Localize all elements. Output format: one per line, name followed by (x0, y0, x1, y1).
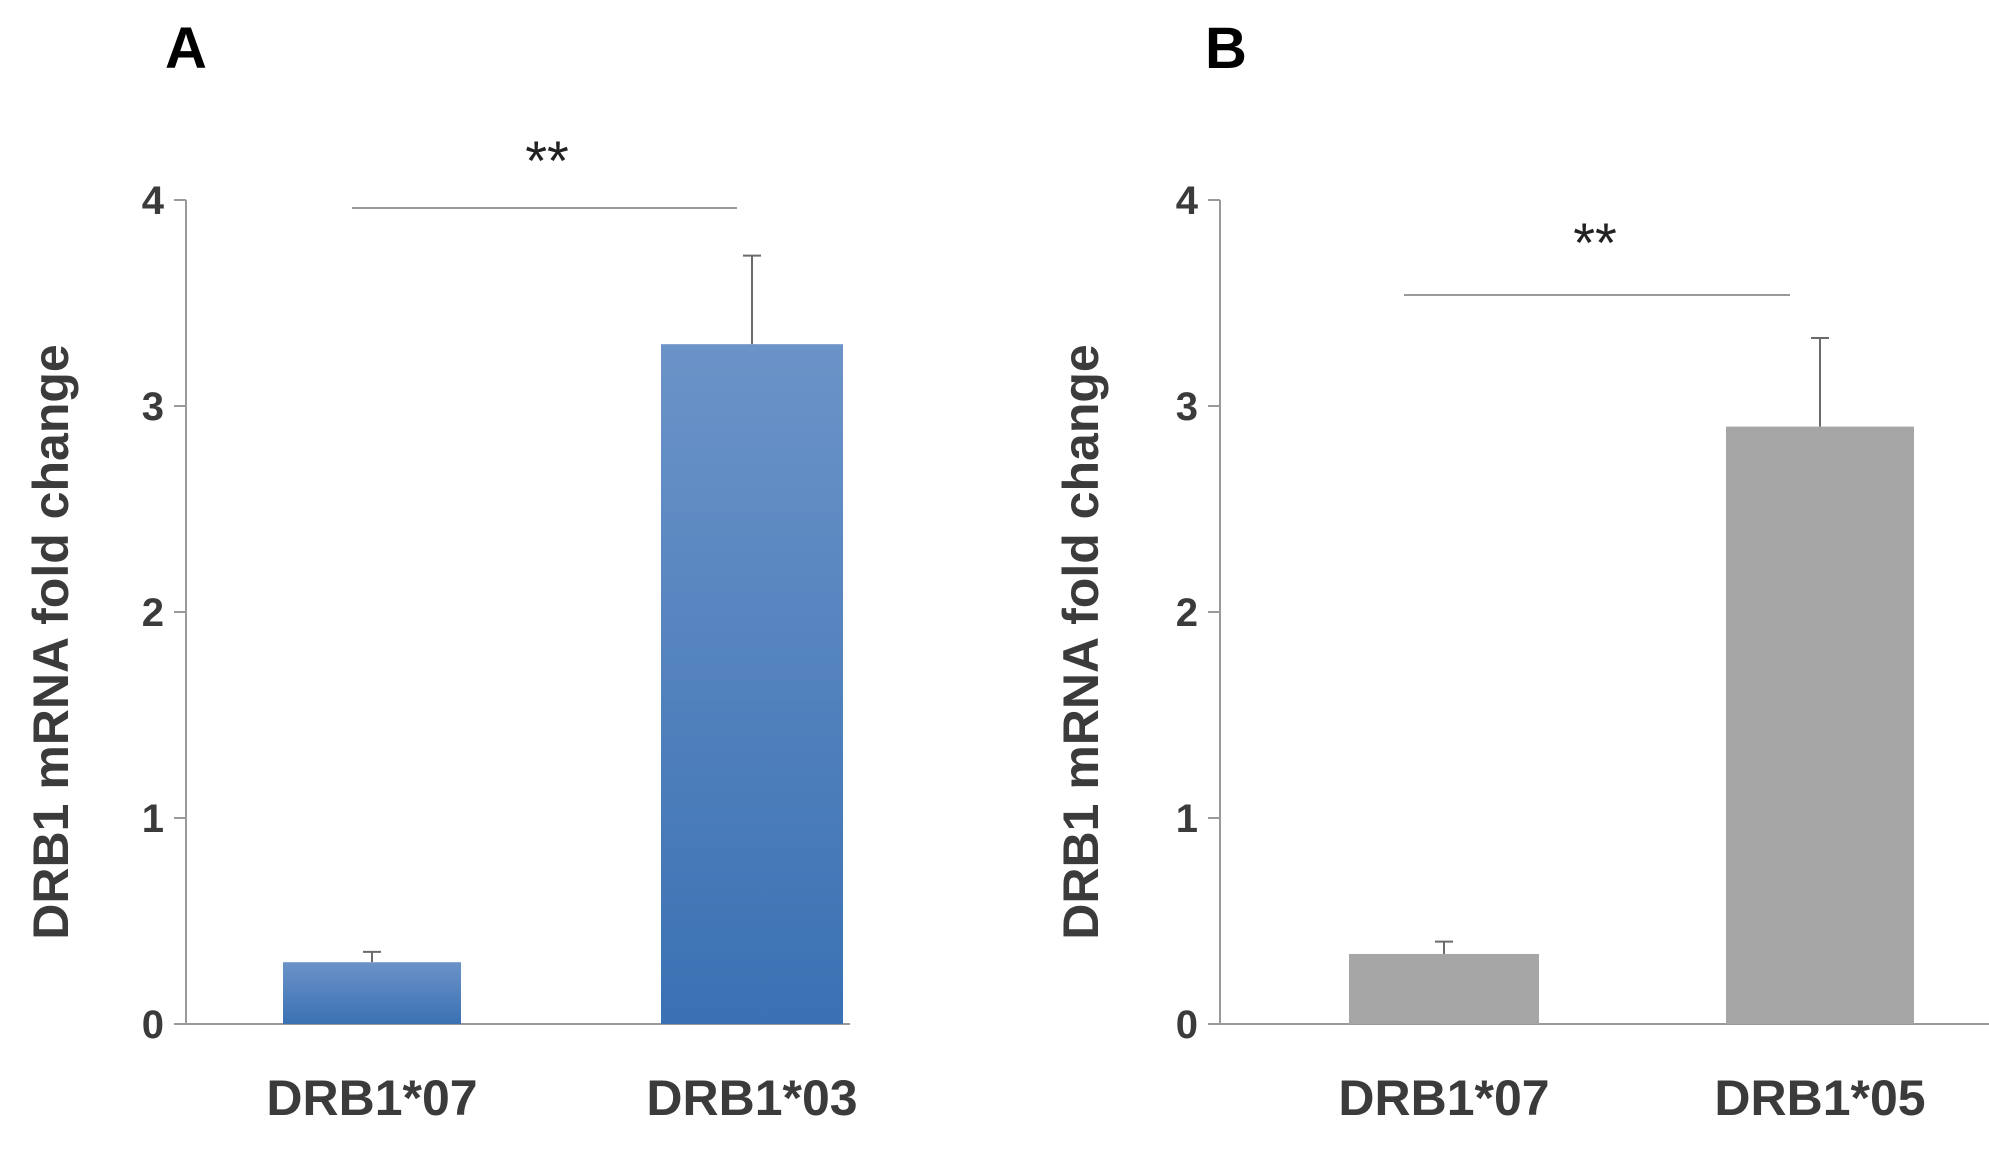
y-tick-label: 3 (142, 385, 164, 429)
significance-stars: ** (1573, 211, 1617, 274)
significance-stars: ** (525, 129, 569, 192)
x-category-label: DRB1*07 (1338, 1070, 1549, 1126)
y-axis-label: DRB1 mRNA fold change (23, 344, 79, 939)
y-tick-label: 2 (1176, 591, 1198, 635)
bar-drb1-07 (283, 962, 461, 1024)
panel-letter-b: B (1205, 16, 1247, 81)
y-tick-label: 2 (142, 591, 164, 635)
y-tick-label: 1 (142, 797, 164, 841)
y-tick-label: 0 (142, 1003, 164, 1047)
x-category-label: DRB1*07 (266, 1070, 477, 1126)
x-category-label: DRB1*03 (646, 1070, 857, 1126)
y-tick-label: 4 (142, 179, 165, 223)
y-tick-label: 1 (1176, 797, 1198, 841)
bar-drb1-03 (661, 344, 843, 1024)
y-tick-label: 3 (1176, 385, 1198, 429)
bar-drb1-07 (1349, 953, 1539, 1024)
y-axis-label: DRB1 mRNA fold change (1053, 344, 1109, 939)
y-tick-label: 4 (1176, 179, 1199, 223)
x-category-label: DRB1*05 (1714, 1070, 1925, 1126)
y-tick-label: 0 (1176, 1003, 1198, 1047)
panel-letter-a: A (165, 16, 207, 81)
bar-drb1-05 (1726, 426, 1914, 1025)
